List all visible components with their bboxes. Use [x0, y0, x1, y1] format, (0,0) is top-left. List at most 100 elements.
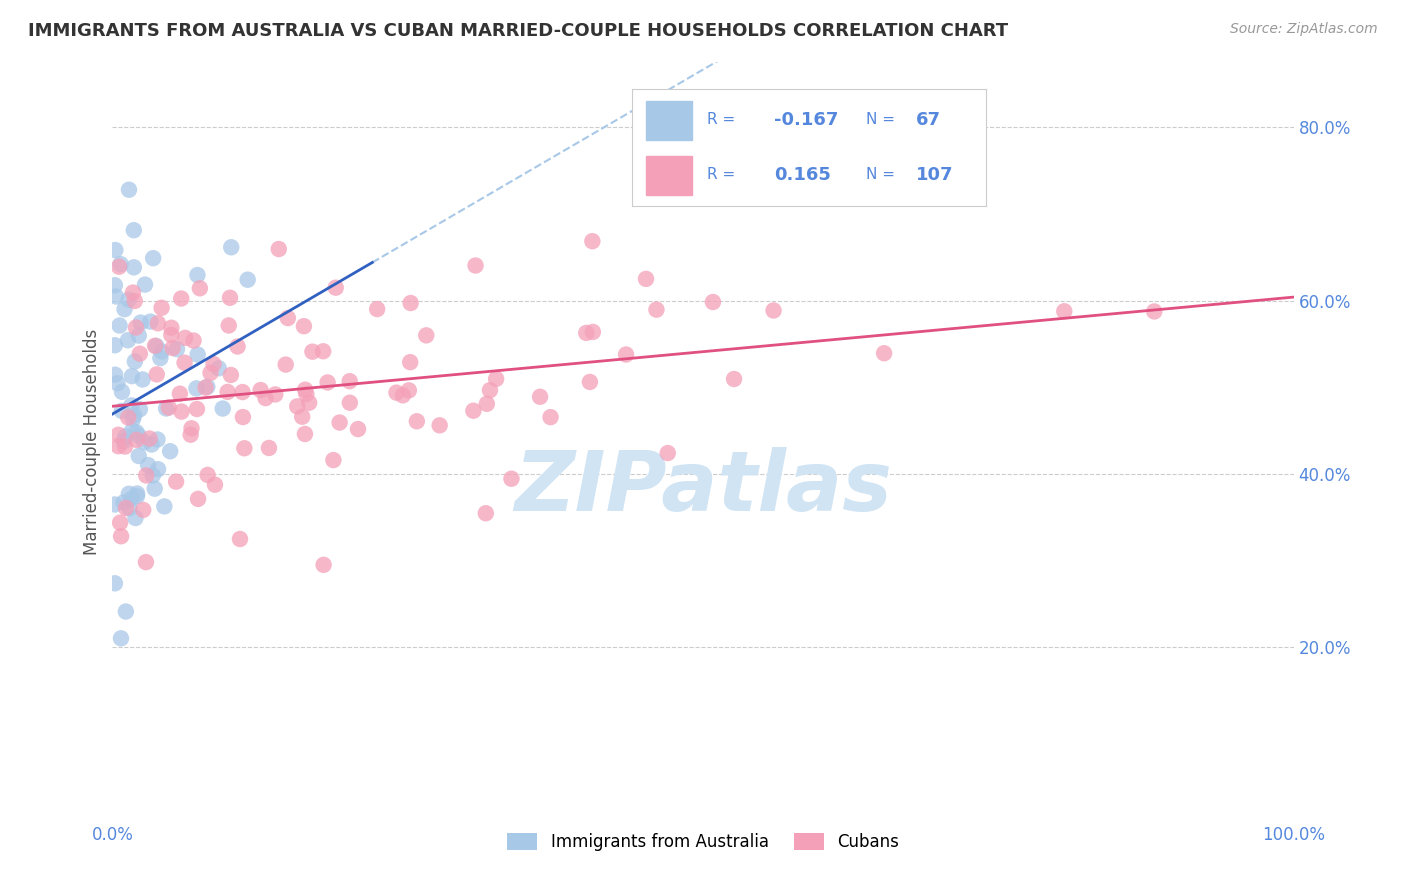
Point: [257, 441, 280, 455]
Point: [339, 396, 361, 410]
Point: [149, 351, 172, 365]
Point: [325, 281, 347, 295]
Point: [316, 376, 339, 390]
Point: [150, 344, 173, 359]
Point: [204, 477, 226, 491]
Point: [267, 242, 290, 256]
Point: [114, 605, 136, 619]
Point: [145, 368, 167, 382]
Point: [186, 402, 208, 417]
Point: [122, 412, 145, 426]
Point: [218, 318, 240, 333]
Point: [104, 576, 127, 591]
Point: [108, 318, 131, 333]
Point: [134, 435, 156, 450]
Point: [117, 293, 139, 307]
Point: [121, 369, 143, 384]
Point: [211, 401, 233, 416]
Point: [291, 409, 314, 424]
Point: [121, 424, 143, 438]
Point: [169, 386, 191, 401]
Point: [146, 433, 169, 447]
Point: [121, 398, 143, 412]
Point: [645, 302, 668, 317]
Point: [399, 296, 422, 310]
Point: [143, 339, 166, 353]
Point: [104, 243, 127, 257]
Point: [114, 302, 136, 317]
Point: [142, 468, 165, 483]
Point: [104, 278, 127, 293]
Point: [232, 410, 254, 425]
Point: [475, 506, 498, 520]
Point: [134, 277, 156, 292]
Point: [117, 410, 139, 425]
Point: [485, 372, 508, 386]
Point: [118, 183, 141, 197]
Point: [294, 383, 316, 397]
Point: [131, 372, 153, 386]
Point: [634, 272, 657, 286]
Point: [107, 427, 129, 442]
Text: IMMIGRANTS FROM AUSTRALIA VS CUBAN MARRIED-COUPLE HOUSEHOLDS CORRELATION CHART: IMMIGRANTS FROM AUSTRALIA VS CUBAN MARRI…: [28, 22, 1008, 40]
Point: [702, 295, 724, 310]
Point: [723, 372, 745, 386]
Point: [135, 468, 157, 483]
Point: [312, 344, 335, 359]
Point: [208, 361, 231, 376]
Point: [107, 439, 129, 453]
Point: [183, 334, 205, 348]
Point: [200, 366, 222, 380]
Point: [295, 387, 318, 401]
Point: [292, 319, 315, 334]
Point: [463, 403, 485, 417]
Point: [111, 404, 134, 418]
Point: [122, 409, 145, 423]
Point: [108, 516, 131, 530]
Point: [194, 381, 217, 395]
Point: [873, 346, 896, 360]
Point: [114, 429, 136, 443]
Point: [143, 482, 166, 496]
Point: [582, 325, 605, 339]
Text: ZIPatlas: ZIPatlas: [515, 447, 891, 527]
Point: [301, 344, 323, 359]
Point: [366, 301, 388, 316]
Point: [399, 355, 422, 369]
Point: [124, 293, 146, 308]
Point: [115, 500, 138, 515]
Point: [125, 433, 148, 447]
Point: [165, 475, 187, 489]
Point: [146, 462, 169, 476]
Point: [162, 341, 184, 355]
Point: [385, 385, 408, 400]
Point: [155, 401, 177, 416]
Point: [129, 316, 152, 330]
Point: [398, 384, 420, 398]
Point: [329, 416, 352, 430]
Point: [136, 458, 159, 472]
Point: [229, 532, 252, 546]
Point: [174, 331, 197, 345]
Point: [125, 425, 148, 439]
Point: [160, 320, 183, 334]
Point: [180, 421, 202, 435]
Point: [501, 472, 523, 486]
Point: [146, 316, 169, 330]
Point: [298, 395, 321, 409]
Point: [254, 391, 277, 405]
Point: [125, 489, 148, 503]
Point: [322, 453, 344, 467]
Point: [188, 281, 211, 295]
Y-axis label: Married-couple Households: Married-couple Households: [83, 328, 101, 555]
Point: [124, 511, 146, 525]
Point: [579, 375, 602, 389]
Point: [110, 257, 132, 271]
Point: [150, 301, 173, 315]
Point: [104, 498, 127, 512]
Point: [1143, 304, 1166, 318]
Point: [236, 273, 259, 287]
Point: [392, 388, 415, 402]
Point: [405, 414, 427, 428]
Point: [135, 555, 157, 569]
